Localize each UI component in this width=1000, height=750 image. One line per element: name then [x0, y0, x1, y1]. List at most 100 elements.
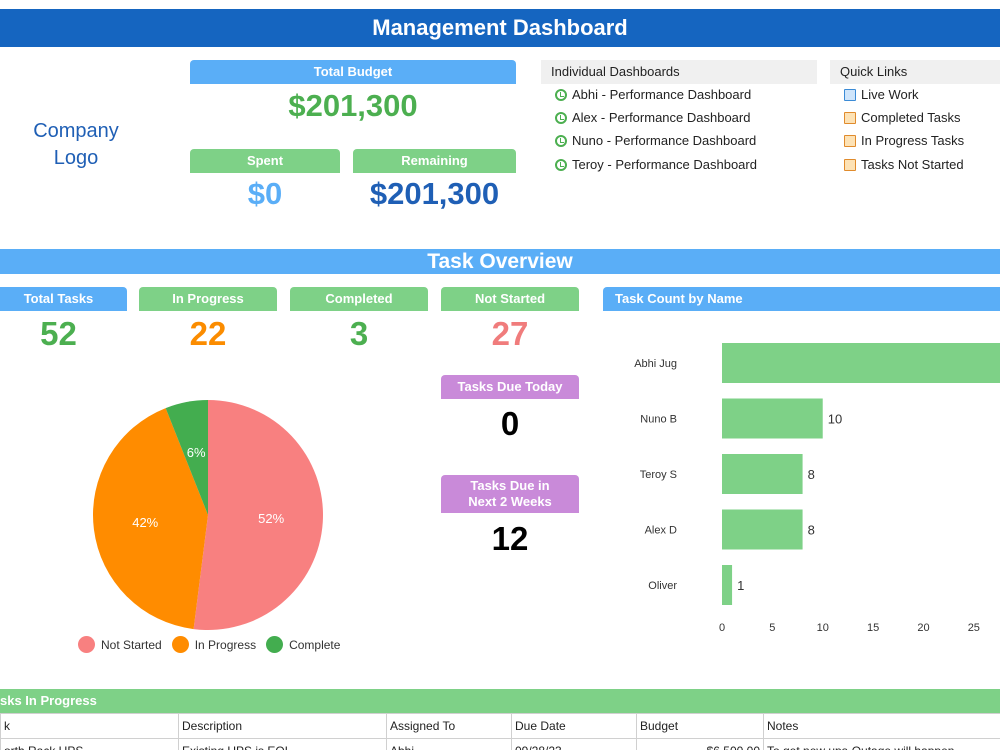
bar-2 [722, 454, 803, 494]
report-icon [844, 159, 856, 171]
pie-label: 52% [258, 511, 284, 526]
pie-slice-complete [165, 400, 208, 515]
bar-value-label: 8 [808, 523, 815, 538]
bar-value-label: 10 [828, 412, 842, 427]
status-pie-chart: 52% 42% 6% [93, 400, 324, 630]
total-budget-header: Total Budget [190, 60, 516, 84]
legend-dot [78, 636, 95, 653]
due-next-header: Tasks Due in Next 2 Weeks [441, 475, 579, 513]
dashboard-icon [555, 159, 567, 171]
dashboard-link-abhi[interactable]: Abhi - Performance Dashboard [555, 85, 751, 105]
not-started-header: Not Started [441, 287, 579, 311]
cell-budget: $6,500.00 [636, 738, 764, 750]
quick-link-label: In Progress Tasks [861, 133, 965, 148]
tasks-in-progress-table: k Description Assigned To Due Date Budge… [0, 713, 1000, 750]
dashboard-link-nuno[interactable]: Nuno - Performance Dashboard [555, 131, 756, 151]
bar-value-label: 1 [737, 578, 744, 593]
pie-slice-in-progress [93, 408, 208, 630]
in-progress-value: 22 [189, 315, 227, 352]
dashboard-link-label: Alex - Performance Dashboard [572, 110, 751, 125]
bar-category-label: Nuno B [640, 414, 677, 426]
bar-category-label: Abhi Jug [634, 358, 677, 370]
legend-in-progress: In Progress [171, 636, 257, 653]
sheet-icon [844, 89, 856, 101]
legend-label: Complete [289, 637, 341, 652]
dashboard-icon [555, 135, 567, 147]
quick-link-label: Completed Tasks [861, 110, 961, 125]
cell-description: Existing UPS is EOL [178, 738, 387, 750]
dashboard-icon [555, 89, 567, 101]
dashboard-link-label: Nuno - Performance Dashboard [572, 133, 757, 148]
quick-link-label: Tasks Not Started [861, 157, 964, 172]
table-row[interactable]: orth Rack UPS Existing UPS is EOL Abhi 0… [0, 738, 1000, 750]
col-budget: Budget [636, 713, 764, 739]
task-overview-header: Task Overview [0, 249, 1000, 274]
bar-0 [722, 343, 1000, 383]
pie-legend: Not Started In Progress Complete [78, 636, 350, 653]
page-title: Management Dashboard [0, 9, 1000, 47]
bar-1 [722, 398, 823, 439]
logo-line-2: Logo [53, 147, 99, 169]
report-icon [844, 112, 856, 124]
bar-4 [722, 565, 733, 605]
bar-value-label: 8 [808, 467, 815, 482]
pie-label: 6% [187, 445, 206, 460]
legend-label: Not Started [101, 637, 162, 652]
report-icon [844, 135, 856, 147]
dashboard-link-alex[interactable]: Alex - Performance Dashboard [555, 108, 750, 128]
cell-task: orth Rack UPS [0, 738, 179, 750]
dashboard-link-label: Abhi - Performance Dashboard [572, 87, 752, 102]
x-tick-label: 5 [769, 622, 775, 634]
dashboard-icon [555, 112, 567, 124]
total-tasks-value: 52 [40, 315, 77, 352]
x-tick-label: 25 [968, 622, 980, 634]
legend-not-started: Not Started [78, 636, 162, 653]
quick-link-in-progress[interactable]: In Progress Tasks [844, 131, 964, 151]
legend-dot [266, 636, 284, 653]
col-due-date: Due Date [511, 713, 637, 739]
col-notes: Notes [763, 713, 1000, 739]
total-budget-value: $201,300 [288, 88, 418, 123]
bar-category-label: Oliver [648, 580, 677, 592]
total-tasks-header: Total Tasks [0, 287, 127, 311]
quick-links-title: Quick Links [830, 60, 1000, 84]
due-today-value: 0 [500, 405, 520, 442]
due-today-header: Tasks Due Today [441, 375, 579, 399]
bar-3 [722, 509, 803, 550]
completed-header: Completed [290, 287, 428, 311]
cell-due-date: 09/28/23 [511, 738, 637, 750]
cell-assigned-to: Abhi [386, 738, 512, 750]
quick-link-live-work[interactable]: Live Work [844, 85, 919, 105]
completed-value: 3 [349, 315, 369, 352]
pie-label: 42% [132, 515, 158, 530]
dashboard-link-teroy[interactable]: Teroy - Performance Dashboard [555, 155, 757, 175]
bar-category-label: Alex D [645, 525, 677, 537]
spent-header: Spent [190, 149, 340, 173]
task-count-chart-title: Task Count by Name [603, 287, 1000, 311]
quick-link-completed[interactable]: Completed Tasks [844, 108, 960, 128]
due-next-value: 12 [491, 520, 529, 557]
legend-complete: Complete [266, 636, 340, 653]
tasks-in-progress-header: sks In Progress [0, 689, 1000, 713]
dashboard-link-label: Teroy - Performance Dashboard [572, 157, 757, 172]
individual-dashboards-title: Individual Dashboards [541, 60, 817, 84]
quick-link-not-started[interactable]: Tasks Not Started [844, 155, 964, 175]
not-started-value: 27 [491, 315, 529, 352]
x-tick-label: 10 [817, 622, 829, 634]
quick-link-label: Live Work [861, 87, 919, 102]
col-assigned-to: Assigned To [386, 713, 512, 739]
table-header-row: k Description Assigned To Due Date Budge… [0, 713, 1000, 739]
pie-slice-not-started [193, 400, 324, 630]
col-description: Description [178, 713, 387, 739]
x-tick-label: 15 [867, 622, 879, 634]
cell-notes: To get new ups-Outage will happen [763, 738, 1000, 750]
legend-dot [171, 636, 189, 653]
x-tick-label: 20 [917, 622, 929, 634]
legend-label: In Progress [194, 637, 257, 652]
remaining-header: Remaining [353, 149, 516, 173]
in-progress-header: In Progress [139, 287, 277, 311]
company-logo: Company Logo [20, 118, 132, 172]
logo-line-1: Company [33, 120, 119, 142]
